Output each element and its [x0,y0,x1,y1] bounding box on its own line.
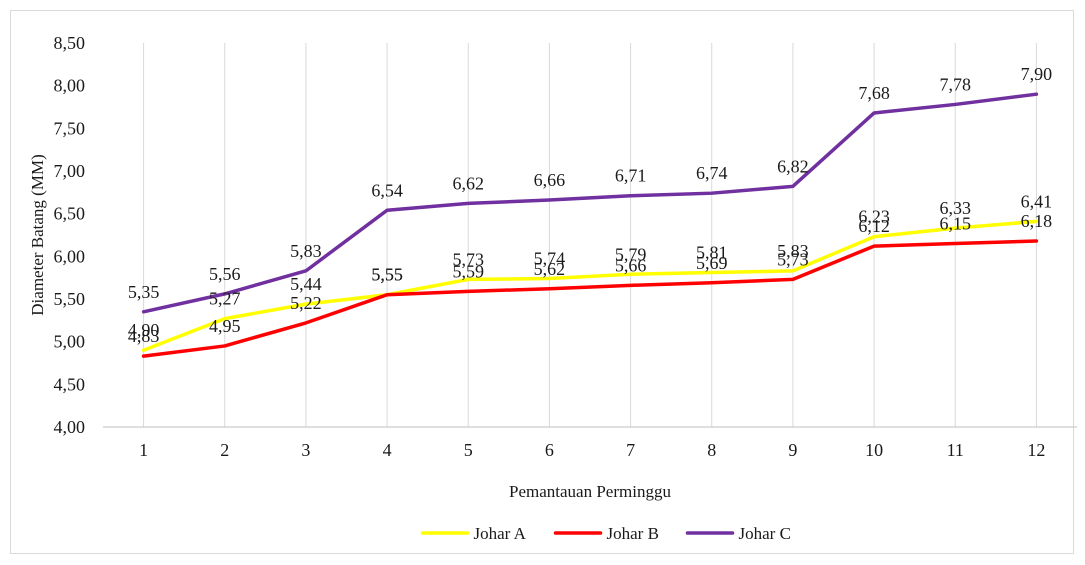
x-tick-label: 11 [947,440,964,460]
data-label: 6,18 [1021,211,1053,231]
data-label: 6,41 [1021,191,1053,211]
data-label: 6,62 [453,173,485,193]
data-label: 4,90 [128,320,160,340]
data-label: 5,83 [290,241,322,261]
data-label: 7,78 [940,74,972,94]
data-label: 5,27 [209,289,241,309]
y-tick-label: 6,00 [54,246,86,266]
y-tick-label: 8,50 [54,33,86,53]
data-label: 7,90 [1021,64,1053,84]
x-axis-title: Pemantauan Perminggu [509,482,671,501]
legend-item: Johar B [553,524,659,543]
x-tick-label: 5 [464,440,473,460]
data-label: 5,83 [777,241,809,261]
y-tick-label: 5,00 [54,332,86,352]
y-axis-title: Diameter Batang (MM) [28,154,47,315]
data-label: 6,12 [858,216,890,236]
series-line-johar-c [141,92,1039,314]
x-axis-ticks: 1 2 3 4 5 6 7 8 9 10 11 12 [139,440,1045,460]
data-label: 4,83 [128,326,160,346]
data-label: 5,44 [290,274,322,294]
data-label: 6,23 [858,207,890,227]
data-label: 6,66 [534,170,566,190]
data-label: 6,54 [371,180,403,200]
data-label: 5,81 [696,243,728,263]
legend-label: Johar C [739,524,791,543]
chart-frame [10,10,1074,554]
y-tick-label: 4,50 [54,374,86,394]
y-tick-label: 6,50 [54,204,86,224]
y-tick-label: 7,00 [54,161,86,181]
data-label: 5,59 [453,261,485,281]
data-label: 6,33 [940,198,972,218]
legend-item: Johar C [685,524,791,543]
data-label: 7,68 [858,83,890,103]
x-tick-label: 3 [301,440,310,460]
data-label: 5,55 [371,265,403,285]
legend-item: Johar A [420,524,527,543]
x-tick-label: 8 [707,440,716,460]
data-label: 5,73 [777,249,809,269]
legend-label: Johar A [474,524,527,543]
data-label: 6,15 [940,214,972,234]
data-label: 6,74 [696,163,728,183]
data-label: 6,82 [777,156,809,176]
gridlines [143,43,1037,427]
legend-label: Johar B [607,524,659,543]
x-tick-label: 12 [1027,440,1045,460]
data-label: 5,74 [534,249,566,269]
data-label: 5,66 [615,255,647,275]
x-tick-label: 10 [865,440,883,460]
series-lines [141,92,1039,358]
x-tick-label: 4 [383,440,392,460]
y-tick-label: 5,50 [54,289,86,309]
series-line-johar-a [141,219,1039,352]
y-axis-ticks: 4,00 4,50 5,00 5,50 6,00 6,50 7,00 7,50 8,00 8,50 [54,33,86,437]
x-tick-label: 2 [220,440,229,460]
x-tick-label: 7 [626,440,635,460]
y-tick-label: 4,00 [54,417,86,437]
data-labels: 4,90 5,27 5,44 5,55 5,73 5,74 5,79 5,81 5,83 6,23… [128,64,1052,346]
data-label: 5,35 [128,282,160,302]
data-label: 5,73 [453,249,485,269]
data-label: 4,95 [209,316,241,336]
data-label: 6,71 [615,166,647,186]
data-label: 5,79 [615,244,647,264]
x-tick-label: 6 [545,440,554,460]
data-label: 5,22 [290,293,322,313]
data-label: 5,55 [371,265,403,285]
data-label: 5,56 [209,264,241,284]
x-tick-label: 9 [788,440,797,460]
series-line-johar-b [141,239,1039,358]
x-tick-label: 1 [139,440,148,460]
legend: Johar A Johar B Johar C [420,524,791,543]
y-tick-label: 8,00 [54,76,86,96]
data-label: 5,62 [534,259,566,279]
y-tick-label: 7,50 [54,118,86,138]
data-label: 5,69 [696,253,728,273]
